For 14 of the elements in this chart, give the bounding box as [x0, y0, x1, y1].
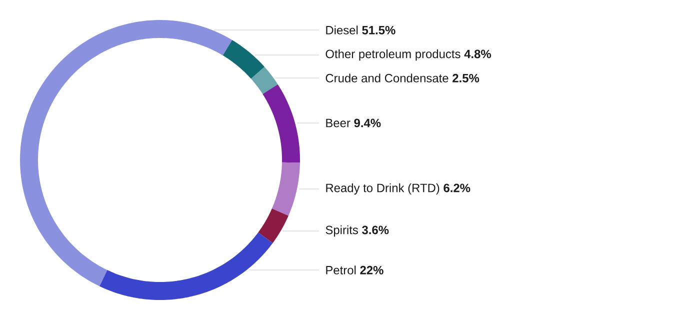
data-label: 22% — [360, 266, 384, 274]
data-label: 3.6% — [362, 226, 389, 234]
data-label: 6.2% — [444, 184, 470, 192]
slice-label: Petrol — [326, 266, 356, 274]
slice-label: Diesel — [326, 26, 358, 34]
data-label: 51.5% — [362, 26, 396, 34]
data-label: 2.5% — [452, 74, 480, 82]
slice-label: Beer — [326, 118, 350, 128]
slice-label: Ready to Drink (RTD) — [326, 183, 440, 195]
data-label: 9.4% — [354, 118, 381, 128]
slice-label: Spirits — [326, 225, 358, 237]
data-label: 4.8% — [464, 50, 492, 58]
slice-label: Other petroleum products — [326, 49, 460, 61]
slice-label: Crude and Condensate — [326, 74, 448, 82]
